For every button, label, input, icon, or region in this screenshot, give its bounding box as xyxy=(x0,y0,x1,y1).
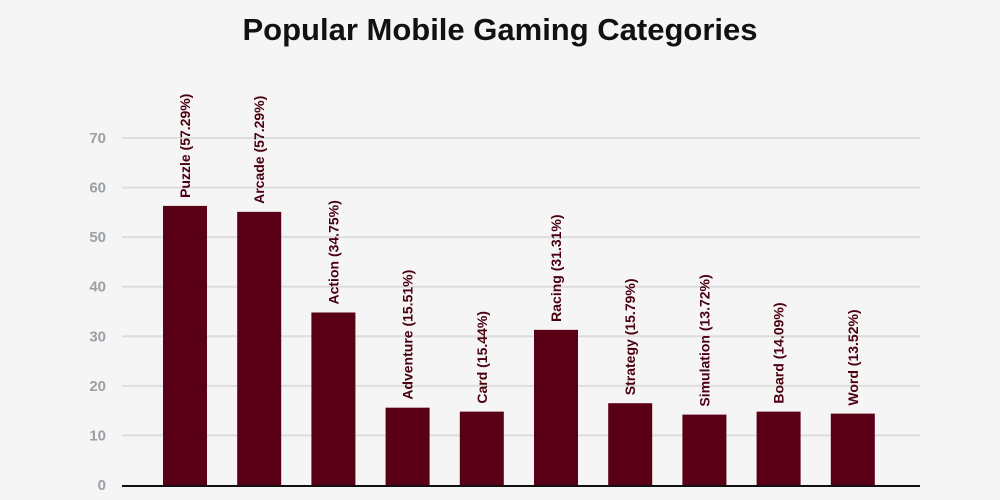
bar-label-adventure: Adventure (15.51%) xyxy=(400,270,416,400)
bars xyxy=(163,205,875,486)
bar-word xyxy=(830,413,875,485)
y-tick-label: 60 xyxy=(89,180,106,197)
bar-label-card: Card (15.44%) xyxy=(474,311,490,404)
bar-label-action: Action (34.75%) xyxy=(325,200,341,304)
bar-label-arcade: Arcade (57.29%) xyxy=(251,96,267,204)
bar-label-racing: Racing (31.31%) xyxy=(548,214,564,321)
bar-strategy xyxy=(608,403,653,485)
y-tick-label: 50 xyxy=(89,229,106,246)
y-tick-label: 20 xyxy=(89,378,106,395)
bar-label-strategy: Strategy (15.79%) xyxy=(622,278,638,395)
bar-racing xyxy=(534,329,578,485)
bar-label-puzzle: Puzzle (57.29%) xyxy=(177,94,193,198)
y-axis-ticks: 0 10 20 30 40 50 60 70 xyxy=(89,130,106,494)
bar-action xyxy=(311,312,356,485)
bar-board xyxy=(756,411,801,485)
bar-label-simulation: Simulation (13.72%) xyxy=(696,274,712,406)
bar-simulation xyxy=(682,414,727,485)
bar-puzzle xyxy=(163,205,207,486)
bar-card xyxy=(459,411,504,485)
y-tick-label: 0 xyxy=(98,477,106,494)
bar-labels: Puzzle (57.29%) Arcade (57.29%) Action (34… xyxy=(177,94,861,407)
y-tick-label: 30 xyxy=(89,328,106,345)
bar-arcade xyxy=(237,211,282,485)
bar-adventure xyxy=(385,407,430,485)
y-tick-label: 40 xyxy=(89,279,106,296)
y-tick-label: 10 xyxy=(89,427,106,444)
y-tick-label: 70 xyxy=(89,130,106,147)
bar-label-word: Word (13.52%) xyxy=(845,309,861,405)
chart-title: Popular Mobile Gaming Categories xyxy=(242,12,758,47)
bar-label-board: Board (14.09%) xyxy=(771,302,787,403)
